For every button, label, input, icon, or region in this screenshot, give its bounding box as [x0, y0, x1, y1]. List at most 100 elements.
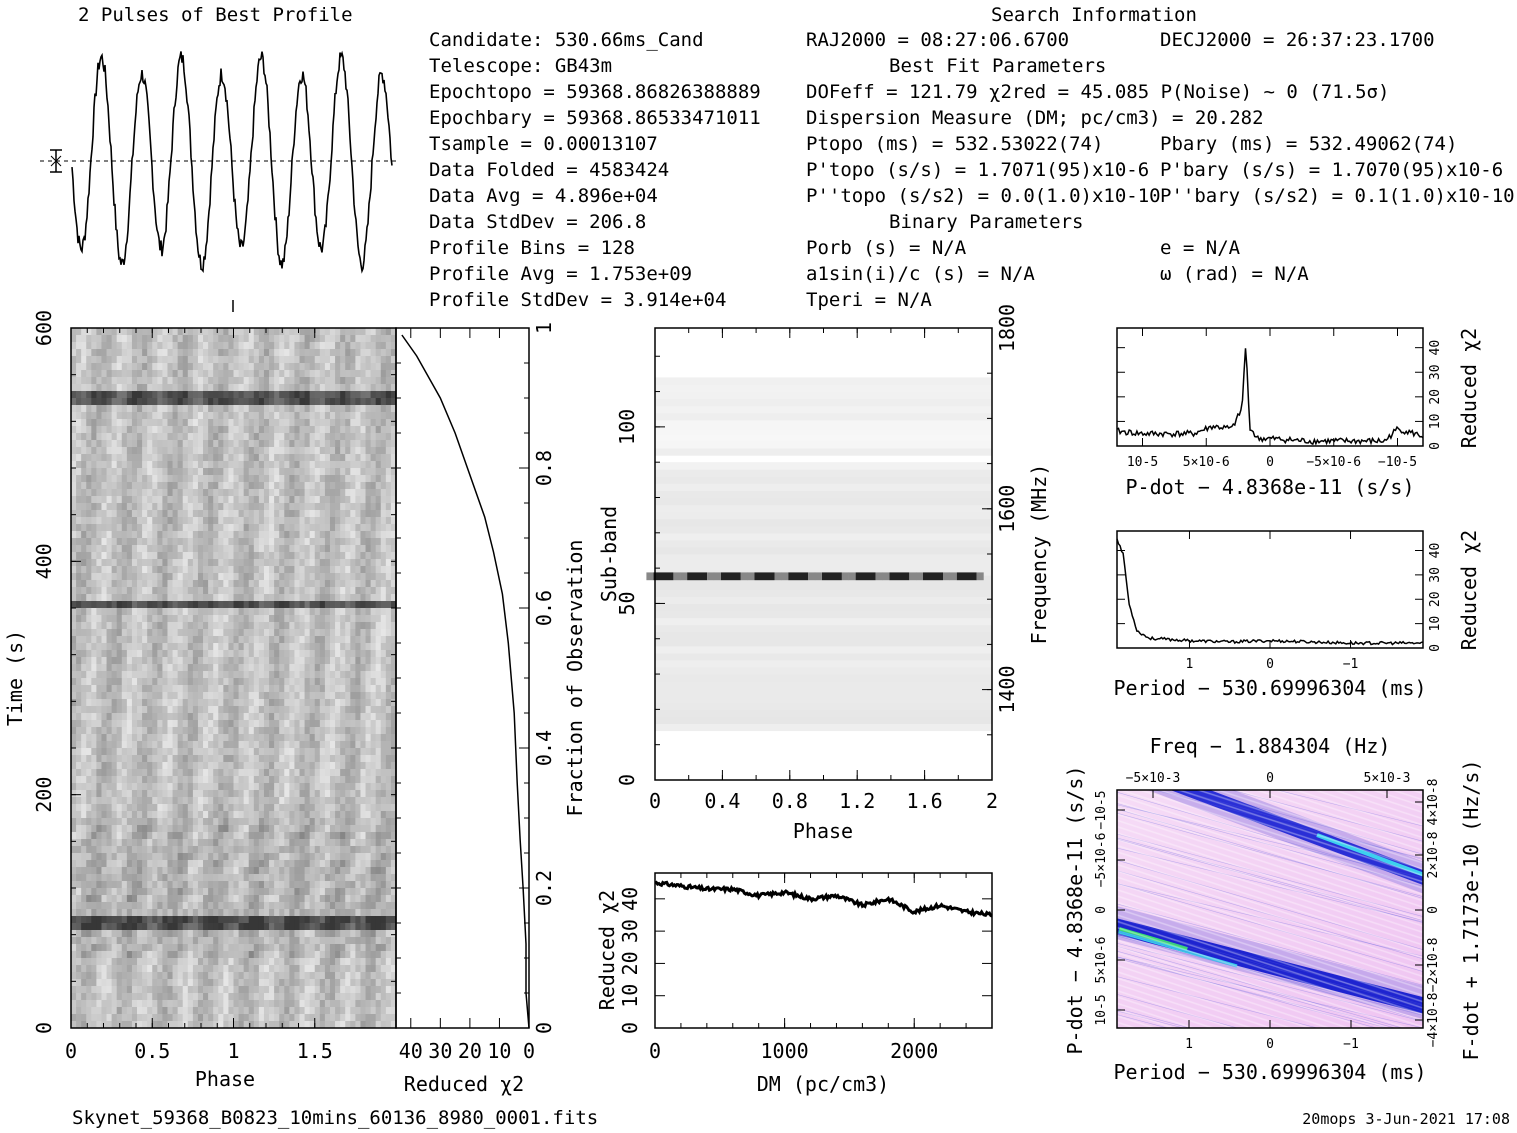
time-phase-cell	[370, 440, 377, 448]
time-phase-cell	[365, 496, 372, 504]
time-phase-cell	[172, 398, 179, 406]
time-phase-cell	[243, 727, 250, 735]
time-phase-cell	[142, 804, 148, 812]
time-phase-cell	[121, 475, 128, 483]
time-phase-cell	[263, 622, 270, 630]
time-phase-cell	[96, 622, 102, 630]
time-phase-cell	[294, 804, 300, 812]
time-phase-cell	[299, 706, 305, 714]
time-phase-cell	[335, 594, 341, 602]
time-phase-cell	[289, 510, 295, 518]
time-phase-cell	[385, 552, 392, 560]
time-phase-cell	[86, 552, 92, 560]
time-phase-cell	[167, 650, 173, 658]
time-phase-cell	[294, 489, 300, 497]
time-phase-cell	[131, 573, 138, 581]
time-phase-cell	[152, 692, 158, 700]
time-phase-cell	[380, 545, 387, 553]
time-phase-cell	[274, 475, 280, 483]
time-phase-cell	[289, 839, 295, 847]
time-phase-cell	[121, 699, 128, 707]
time-phase-cell	[274, 342, 280, 350]
time-phase-cell	[147, 454, 153, 462]
time-phase-cell	[263, 692, 270, 700]
time-phase-cell	[253, 419, 260, 427]
time-phase-cell	[253, 426, 260, 434]
time-phase-cell	[96, 545, 102, 553]
time-phase-cell	[243, 818, 250, 826]
time-phase-cell	[319, 832, 326, 840]
time-phase-cell	[263, 559, 270, 567]
time-phase-cell	[248, 804, 255, 812]
time-phase-cell	[340, 531, 346, 539]
time-phase-cell	[258, 468, 265, 476]
time-phase-cell	[324, 608, 331, 616]
time-phase-cell	[81, 615, 87, 623]
time-phase-cell	[335, 335, 341, 343]
time-phase-cell	[172, 433, 179, 441]
time-phase-cell	[192, 335, 199, 343]
time-phase-cell	[152, 398, 158, 406]
time-phase-cell	[131, 664, 138, 672]
time-phase-cell	[233, 846, 239, 854]
time-phase-cell	[192, 706, 199, 714]
time-phase-cell	[71, 384, 77, 392]
time-phase-cell	[365, 748, 372, 756]
time-phase-cell	[167, 727, 173, 735]
time-phase-cell	[167, 370, 173, 378]
time-phase-cell	[243, 846, 250, 854]
time-phase-cell	[157, 678, 163, 686]
time-phase-cell	[269, 461, 275, 469]
time-phase-cell	[157, 671, 163, 679]
time-phase-cell	[309, 846, 316, 854]
time-phase-cell	[355, 461, 361, 469]
time-phase-cell	[350, 587, 356, 595]
time-phase-cell	[86, 622, 92, 630]
time-phase-cell	[319, 545, 326, 553]
time-phase-cell	[157, 580, 163, 588]
time-phase-cell	[223, 517, 229, 525]
time-phase-cell	[263, 363, 270, 371]
time-phase-cell	[309, 860, 316, 868]
time-phase-cell	[314, 797, 321, 805]
time-phase-cell	[81, 699, 87, 707]
time-phase-cell	[390, 517, 397, 525]
time-phase-cell	[335, 650, 341, 658]
time-phase-cell	[172, 482, 179, 490]
time-phase-cell	[203, 860, 209, 868]
time-phase-cell	[309, 713, 316, 721]
time-phase-cell	[162, 846, 168, 854]
time-phase-cell	[248, 825, 255, 833]
time-phase-cell	[187, 664, 194, 672]
time-phase-cell	[91, 692, 97, 700]
time-phase-cell	[96, 559, 102, 567]
time-phase-cell	[274, 657, 280, 665]
time-phase-cell	[126, 699, 133, 707]
time-phase-cell	[137, 636, 143, 644]
time-phase-cell	[253, 496, 260, 504]
time-phase-cell	[284, 503, 290, 511]
time-phase-cell	[116, 762, 123, 770]
time-phase-cell	[324, 741, 331, 749]
time-phase-cell	[319, 510, 326, 518]
time-phase-cell	[71, 664, 77, 672]
time-phase-cell	[187, 860, 194, 868]
time-phase-cell	[111, 706, 118, 714]
time-phase-cell	[269, 524, 275, 532]
time-phase-cell	[340, 706, 346, 714]
time-phase-cell	[213, 853, 219, 861]
time-phase-cell	[192, 594, 199, 602]
time-phase-cell	[253, 664, 260, 672]
time-phase-cell	[76, 622, 82, 630]
time-phase-cell	[182, 342, 189, 350]
time-phase-cell	[258, 384, 265, 392]
time-phase-cell	[218, 650, 224, 658]
time-phase-cell	[314, 545, 321, 553]
time-phase-cell	[182, 741, 189, 749]
time-phase-cell	[375, 335, 382, 343]
time-phase-cell	[152, 440, 158, 448]
time-phase-cell	[335, 685, 341, 693]
time-phase-cell	[269, 769, 275, 777]
time-phase-cell	[258, 335, 265, 343]
time-phase-cell	[137, 356, 143, 364]
